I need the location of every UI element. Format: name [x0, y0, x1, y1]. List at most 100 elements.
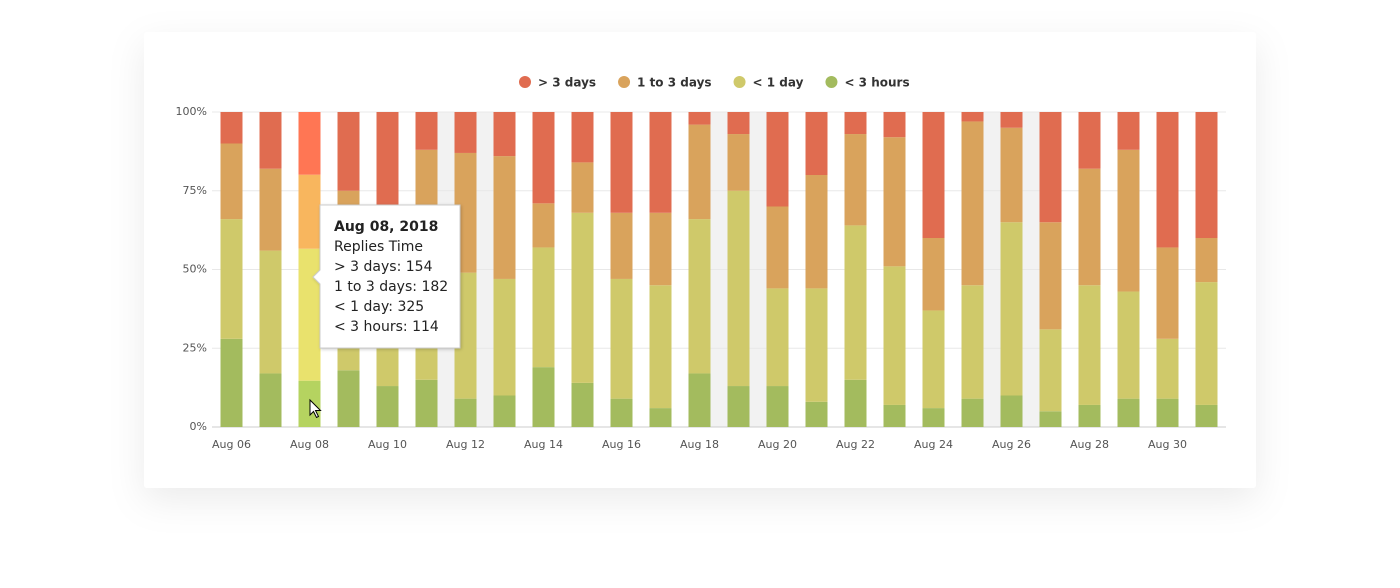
bars — [220, 112, 1218, 427]
bar-segment — [610, 112, 633, 213]
bar-segment — [493, 112, 516, 157]
bar-segment — [532, 203, 555, 248]
bar-segment — [688, 373, 711, 427]
bar-segment — [688, 112, 711, 125]
bar-stack — [961, 112, 984, 427]
bar-segment — [259, 373, 282, 427]
x-tick-label: Aug 16 — [602, 438, 641, 451]
tooltip-box — [312, 204, 461, 349]
bar-stack — [922, 112, 945, 427]
bar-stack — [259, 112, 282, 427]
bar-stack — [571, 112, 594, 427]
tooltip-sep: : — [403, 319, 412, 335]
bar-segment — [1156, 338, 1179, 399]
bar-segment — [1156, 398, 1179, 427]
tooltip-name: < 1 day — [334, 299, 389, 315]
cursor — [309, 398, 322, 419]
bar-segment — [532, 367, 555, 427]
bar-segment — [532, 247, 555, 368]
bar-segment — [1000, 112, 1023, 128]
bar-segment — [1117, 149, 1140, 292]
x-tick-label: Aug 28 — [1070, 438, 1109, 451]
bar-segment — [961, 398, 984, 427]
tooltip-value: 182 — [421, 279, 448, 295]
bar-stack — [766, 112, 789, 427]
bar-segment — [688, 219, 711, 374]
legend-label: > 3 days — [538, 76, 596, 90]
bar-segment — [688, 124, 711, 220]
bar-segment — [571, 212, 594, 383]
bar-segment — [961, 112, 984, 122]
x-tick-label: Aug 06 — [212, 438, 251, 451]
legend-marker — [825, 76, 838, 88]
bar-segment — [376, 386, 399, 427]
bar-segment — [1039, 112, 1062, 223]
bar-segment — [922, 112, 945, 238]
x-tick-label: Aug 26 — [992, 438, 1031, 451]
bar-stack — [1000, 112, 1023, 427]
bar-segment — [922, 238, 945, 311]
x-tick-label: Aug 10 — [368, 438, 407, 451]
bar-segment — [766, 288, 789, 387]
bar-segment — [844, 225, 867, 380]
bar-segment — [1156, 112, 1179, 248]
bar-segment — [766, 386, 789, 427]
bar-segment — [220, 112, 243, 144]
bar-segment — [454, 398, 477, 427]
bar-segment — [1117, 291, 1140, 399]
bar-segment — [1078, 404, 1101, 427]
bar-segment — [1000, 222, 1023, 396]
bar-stack — [727, 112, 750, 427]
bar-segment — [571, 382, 594, 427]
bar-segment — [805, 112, 828, 175]
bar-stack — [1156, 112, 1179, 427]
tooltip-row: < 3 hours: 114 — [334, 319, 439, 335]
legend-label: < 1 day — [753, 76, 804, 90]
bar-segment — [493, 278, 516, 396]
bar-segment — [415, 112, 438, 150]
bar-segment — [727, 134, 750, 191]
bar-segment — [883, 137, 906, 267]
bar-segment — [610, 398, 633, 427]
bar-segment — [922, 310, 945, 409]
bar-stack — [1039, 112, 1062, 427]
bar-segment — [259, 250, 282, 374]
bar-segment — [493, 395, 516, 427]
x-tick-label: Aug 22 — [836, 438, 875, 451]
tooltip-sep: : — [397, 259, 406, 275]
tooltip: Aug 08, 2018 Replies Time > 3 days: 154 1 t… — [312, 204, 461, 349]
bar-segment — [649, 285, 672, 409]
bar-segment — [961, 121, 984, 286]
bar-stack — [298, 112, 321, 427]
y-tick-label: 0% — [190, 420, 207, 433]
bar-segment — [883, 404, 906, 427]
legend: > 3 days 1 to 3 days < 1 day < 3 hours — [519, 76, 910, 90]
bar-segment — [922, 408, 945, 427]
bar-segment — [1117, 398, 1140, 427]
bar-segment — [1039, 411, 1062, 427]
bar-stack — [1078, 112, 1101, 427]
bar-segment — [298, 248, 321, 381]
bar-stack — [649, 112, 672, 427]
bar-segment — [805, 401, 828, 427]
tooltip-value: 114 — [412, 319, 439, 335]
bar-segment — [571, 162, 594, 213]
bar-segment — [610, 212, 633, 279]
tooltip-name: 1 to 3 days — [334, 279, 412, 295]
y-tick-label: 100% — [176, 105, 207, 118]
bar-segment — [883, 266, 906, 405]
bar-segment — [454, 112, 477, 153]
bar-stack — [220, 112, 243, 427]
bar-segment — [298, 174, 321, 249]
tooltip-date: Aug 08, 2018 — [334, 219, 438, 235]
bar-segment — [337, 112, 360, 191]
bar-segment — [1195, 238, 1218, 283]
legend-label: 1 to 3 days — [637, 76, 712, 90]
bar-segment — [220, 143, 243, 220]
bar-stack — [1195, 112, 1218, 427]
bar-segment — [1078, 168, 1101, 286]
bar-stack — [805, 112, 828, 427]
bar-segment — [883, 112, 906, 138]
bar-stack — [844, 112, 867, 427]
